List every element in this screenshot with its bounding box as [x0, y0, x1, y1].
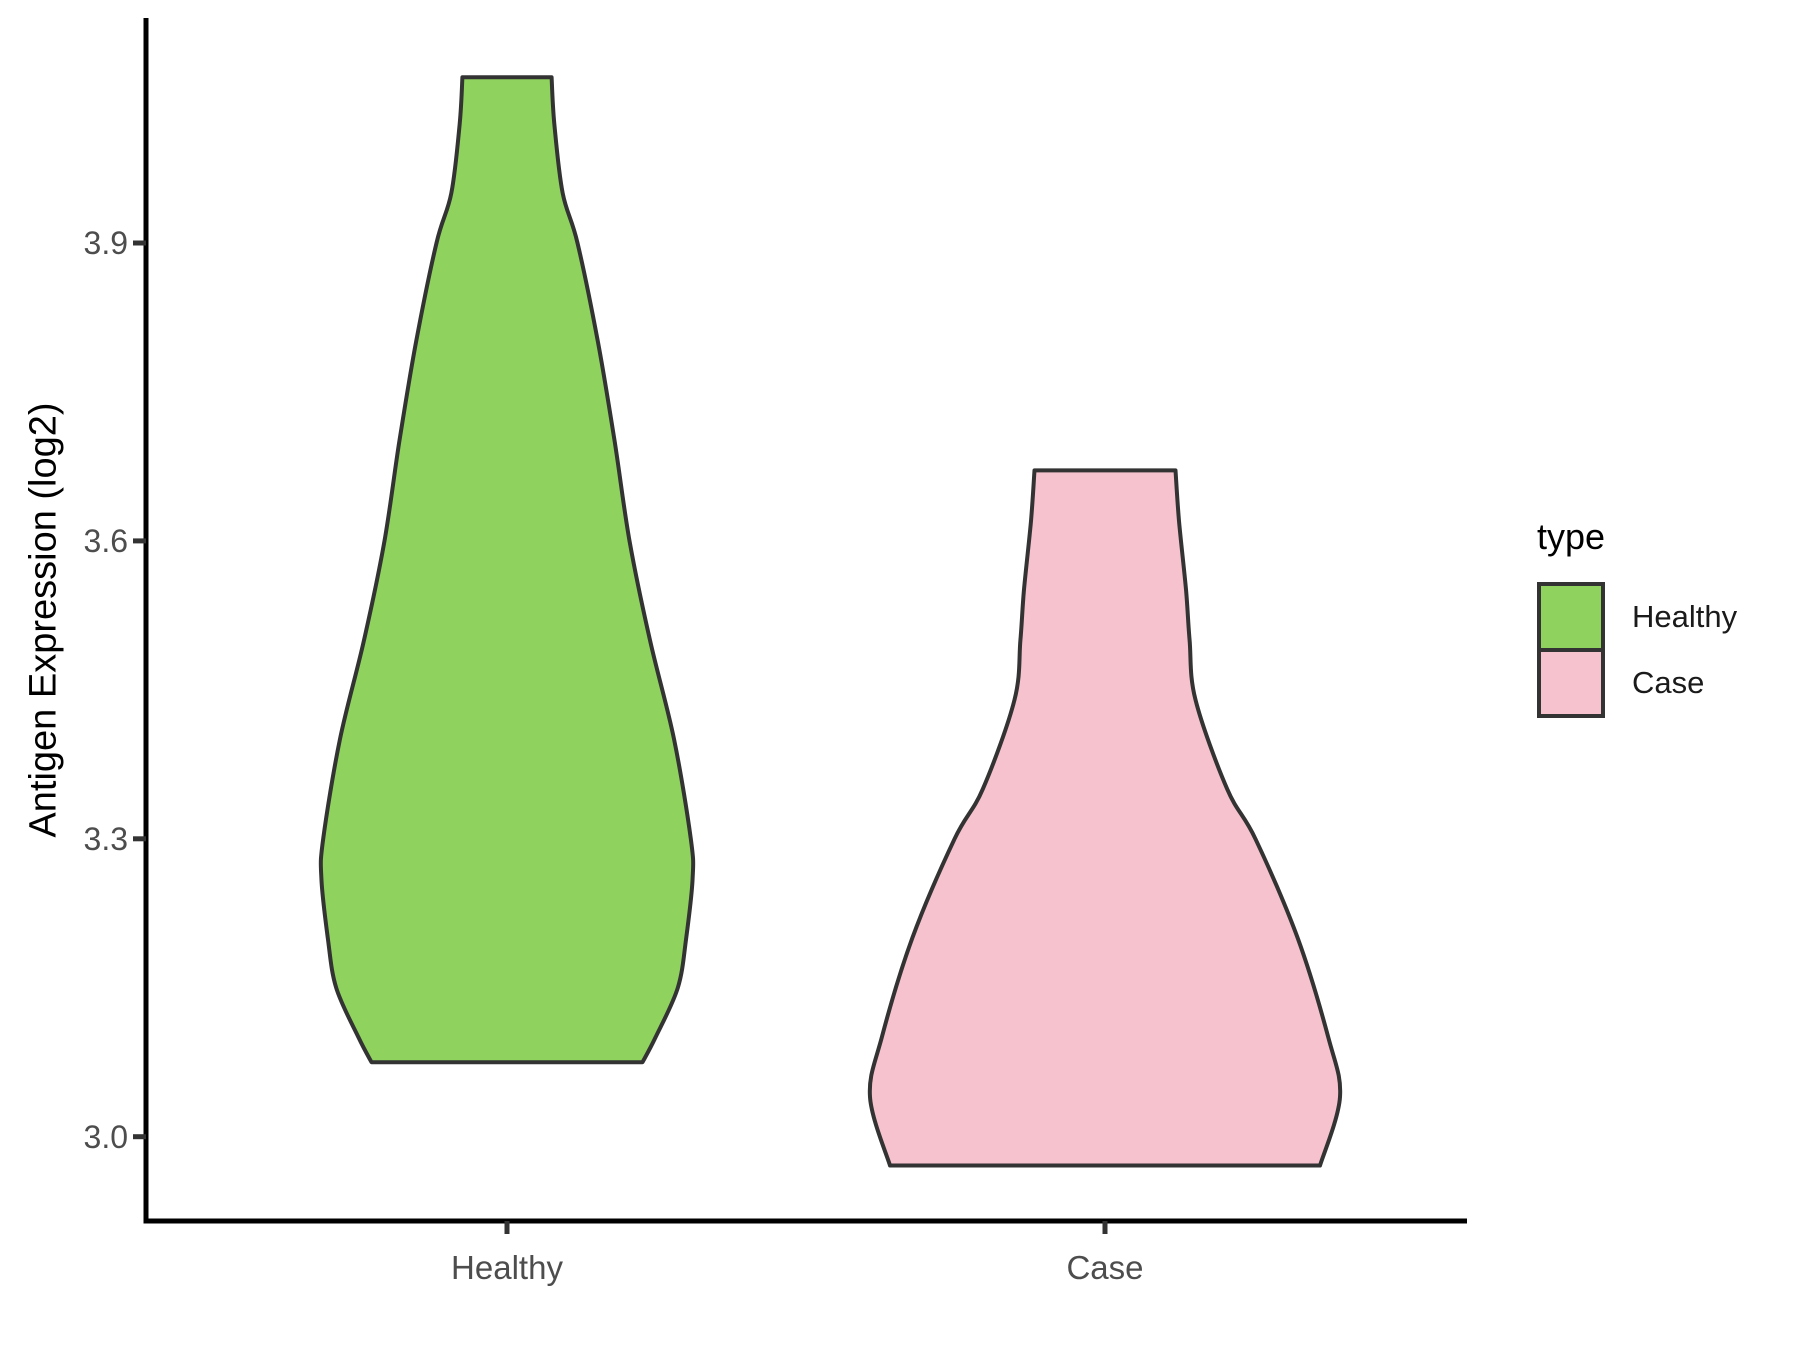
legend-title: type	[1537, 516, 1606, 557]
x-category-label: Healthy	[451, 1249, 563, 1286]
y-tick-label: 3.0	[83, 1118, 128, 1155]
violin-case	[867, 468, 1343, 1168]
legend: type Healthy Case	[1537, 516, 1737, 718]
y-tick-label: 3.6	[83, 522, 128, 559]
legend-swatch-case	[1537, 648, 1605, 718]
violin-healthy	[318, 75, 696, 1065]
y-tick-label: 3.9	[83, 225, 128, 261]
legend-item-healthy: Healthy	[1537, 582, 1737, 652]
x-category-label: Case	[1066, 1249, 1144, 1286]
legend-keys: Healthy Case	[1537, 582, 1737, 718]
y-axis-title: Antigen Expression (log2)	[22, 402, 65, 838]
y-tick-label: 3.3	[83, 820, 128, 857]
legend-swatch-healthy	[1537, 582, 1605, 652]
legend-item-case: Case	[1537, 648, 1737, 718]
legend-label-healthy: Healthy	[1632, 599, 1738, 634]
legend-label-case: Case	[1632, 665, 1705, 700]
